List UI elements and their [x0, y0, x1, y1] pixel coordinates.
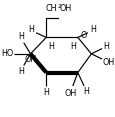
Text: HO: HO — [1, 49, 13, 58]
Text: H: H — [28, 25, 34, 34]
Text: H: H — [89, 25, 95, 34]
Text: H: H — [18, 68, 24, 76]
Text: H: H — [43, 88, 49, 97]
Text: OH: OH — [64, 89, 76, 97]
Text: H: H — [83, 87, 88, 96]
Text: OH: OH — [25, 55, 37, 64]
Text: O: O — [80, 31, 86, 40]
Text: H: H — [48, 42, 54, 51]
Text: 2: 2 — [57, 4, 61, 9]
Text: OH: OH — [59, 4, 72, 13]
Text: H: H — [103, 42, 109, 51]
Text: H: H — [18, 32, 24, 41]
Text: CH: CH — [45, 4, 56, 13]
Text: H: H — [69, 42, 75, 51]
Text: OH: OH — [102, 58, 114, 67]
